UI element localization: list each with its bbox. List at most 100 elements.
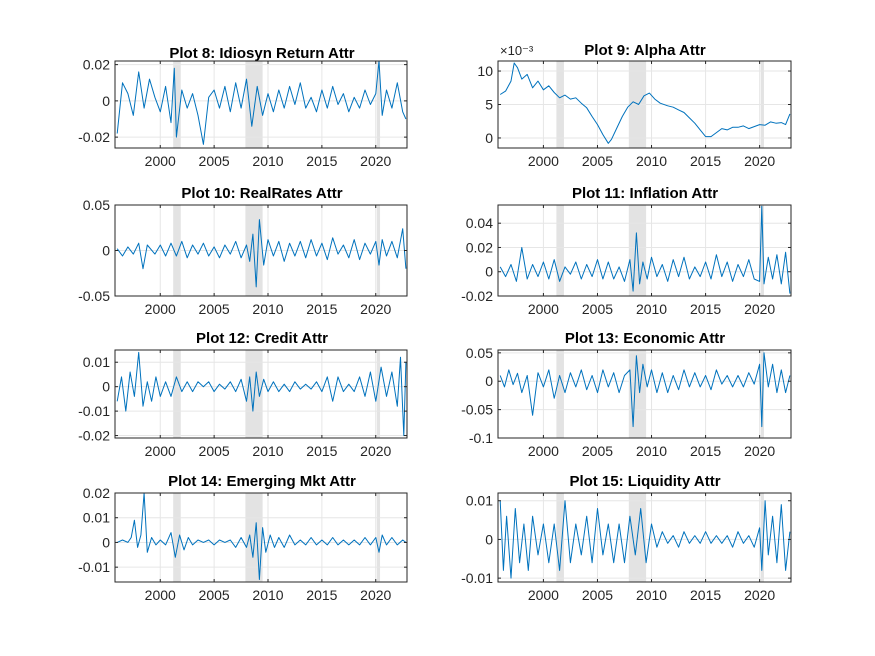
series-line [499, 352, 791, 428]
plot-area: 2000 2005 2010 2015 2020 -0.05 0 0.05 [78, 197, 408, 317]
plot-area: 2000 2005 2010 2015 2020 -0.01 0 0.01 0.02 [78, 485, 408, 603]
y-tick-label: 0.02 [83, 485, 110, 501]
y-tick-label: 0 [485, 531, 493, 547]
series-line [499, 62, 791, 144]
x-tick-label: 2000 [528, 587, 559, 603]
x-tick-label: 2000 [528, 301, 559, 317]
x-tick-label: 2005 [199, 301, 230, 317]
y-tick-label: -0.01 [461, 570, 493, 586]
subplot-13: Plot 13: Economic Attr 2000 2005 2010 2015 2… [461, 330, 792, 459]
x-tick-label: 2005 [199, 443, 230, 459]
recession-band [556, 205, 564, 296]
x-tick-label: 2020 [360, 301, 391, 317]
subplot-title: Plot 15: Liquidity Attr [569, 473, 720, 490]
x-tick-label: 2020 [360, 153, 391, 169]
y-tick-label: 0.02 [83, 57, 110, 73]
subplot-title: Plot 13: Economic Attr [565, 330, 725, 347]
plot-area: 2000 2005 2010 2015 2020 -0.02 0 0.02 0.04 [461, 204, 792, 317]
axes-box [497, 204, 792, 297]
recession-band [245, 61, 263, 148]
y-tick-label: 0 [102, 534, 110, 550]
subplot-11: Plot 11: Inflation Attr 2000 2005 2010 2015… [461, 185, 792, 317]
y-tick-label: 0 [102, 243, 110, 259]
subplot-12: Plot 12: Credit Attr 2000 2005 2010 2015 202… [78, 330, 408, 459]
x-tick-label: 2020 [744, 587, 775, 603]
plot-area: 2000 2005 2010 2015 2020 0 5 10 [477, 60, 792, 169]
x-tick-label: 2005 [582, 443, 613, 459]
x-tick-label: 2015 [306, 301, 337, 317]
y-tick-label: -0.02 [78, 129, 110, 145]
x-tick-label: 2010 [636, 587, 667, 603]
x-tick-label: 2005 [582, 153, 613, 169]
plot-area: 2000 2005 2010 2015 2020 -0.01 0 0.01 [461, 492, 792, 603]
y-tick-label: -0.01 [78, 559, 110, 575]
y-tick-label: 0.02 [466, 239, 493, 255]
x-tick-label: 2010 [252, 301, 283, 317]
subplot-title: Plot 11: Inflation Attr [572, 185, 718, 202]
y-tick-label: 5 [485, 97, 493, 113]
x-tick-label: 2010 [636, 301, 667, 317]
recession-band [173, 493, 181, 582]
y-tick-label: -0.05 [78, 288, 110, 304]
x-tick-label: 2010 [252, 443, 283, 459]
recession-band [760, 205, 764, 296]
plot-area: 2000 2005 2010 2015 2020 -0.02 0 0.02 [78, 57, 408, 169]
x-tick-label: 2020 [360, 587, 391, 603]
x-tick-label: 2010 [252, 153, 283, 169]
y-tick-label: -0.02 [461, 288, 493, 304]
x-tick-label: 2015 [690, 301, 721, 317]
x-tick-label: 2005 [582, 587, 613, 603]
subplot-14: Plot 14: Emerging Mkt Attr 2000 2005 2010 2… [78, 473, 408, 603]
subplot-title: Plot 8: Idiosyn Return Attr [169, 45, 354, 62]
plot-area: 2000 2005 2010 2015 2020 -0.02 -0.01 0 0.01 [78, 349, 408, 459]
y-tick-label: 0 [485, 130, 493, 146]
plot-area: 2000 2005 2010 2015 2020 -0.1 -0.05 0 0.05 [461, 345, 792, 459]
recession-band [556, 493, 564, 582]
subplot-title: Plot 14: Emerging Mkt Attr [168, 473, 356, 490]
axes-box [114, 492, 408, 583]
y-tick-label: 0 [485, 264, 493, 280]
series-line [499, 500, 791, 579]
series-line [499, 205, 791, 294]
recession-band [556, 350, 564, 438]
x-tick-label: 2000 [528, 153, 559, 169]
recession-band [173, 350, 181, 438]
subplot-15: Plot 15: Liquidity Attr 2000 2005 2010 2015… [461, 473, 792, 603]
axes-box [497, 349, 792, 439]
y-tick-label: 0.04 [466, 215, 493, 231]
x-tick-label: 2010 [252, 587, 283, 603]
x-tick-label: 2015 [306, 153, 337, 169]
y-tick-label: 0 [102, 379, 110, 395]
y-tick-label: 0.05 [466, 345, 493, 361]
subplot-9: Plot 9: Alpha Attr ×10⁻³ 2000 2005 2010 201… [477, 42, 792, 169]
y-tick-label: -0.05 [461, 402, 493, 418]
subplot-10: Plot 10: RealRates Attr 2000 2005 2010 2015… [78, 185, 408, 317]
axes-box [497, 492, 792, 583]
x-tick-label: 2005 [199, 587, 230, 603]
subplot-title: Plot 12: Credit Attr [196, 330, 328, 347]
y-tick-label: 10 [477, 63, 493, 79]
x-tick-label: 2000 [145, 443, 176, 459]
x-tick-label: 2020 [360, 443, 391, 459]
y-tick-label: 0.01 [83, 510, 110, 526]
recession-band [760, 493, 764, 582]
subplot-title: Plot 10: RealRates Attr [181, 185, 342, 202]
y-tick-label: 0.01 [83, 354, 110, 370]
series-line [116, 493, 407, 580]
axes-box [114, 349, 408, 439]
x-tick-label: 2010 [636, 153, 667, 169]
x-tick-label: 2020 [744, 153, 775, 169]
y-tick-label: -0.02 [78, 428, 110, 444]
subplot-8: Plot 8: Idiosyn Return Attr 2000 2005 2010… [78, 45, 408, 169]
x-tick-label: 2015 [690, 443, 721, 459]
y-tick-label: 0 [485, 373, 493, 389]
recession-band [376, 350, 381, 438]
x-tick-label: 2015 [306, 443, 337, 459]
recession-band [173, 61, 181, 148]
y-tick-label: 0 [102, 93, 110, 109]
y-tick-label: 0.05 [83, 197, 110, 213]
y-tick-label: -0.1 [469, 430, 493, 446]
x-tick-label: 2020 [744, 443, 775, 459]
y-tick-label: 0.01 [466, 493, 493, 509]
